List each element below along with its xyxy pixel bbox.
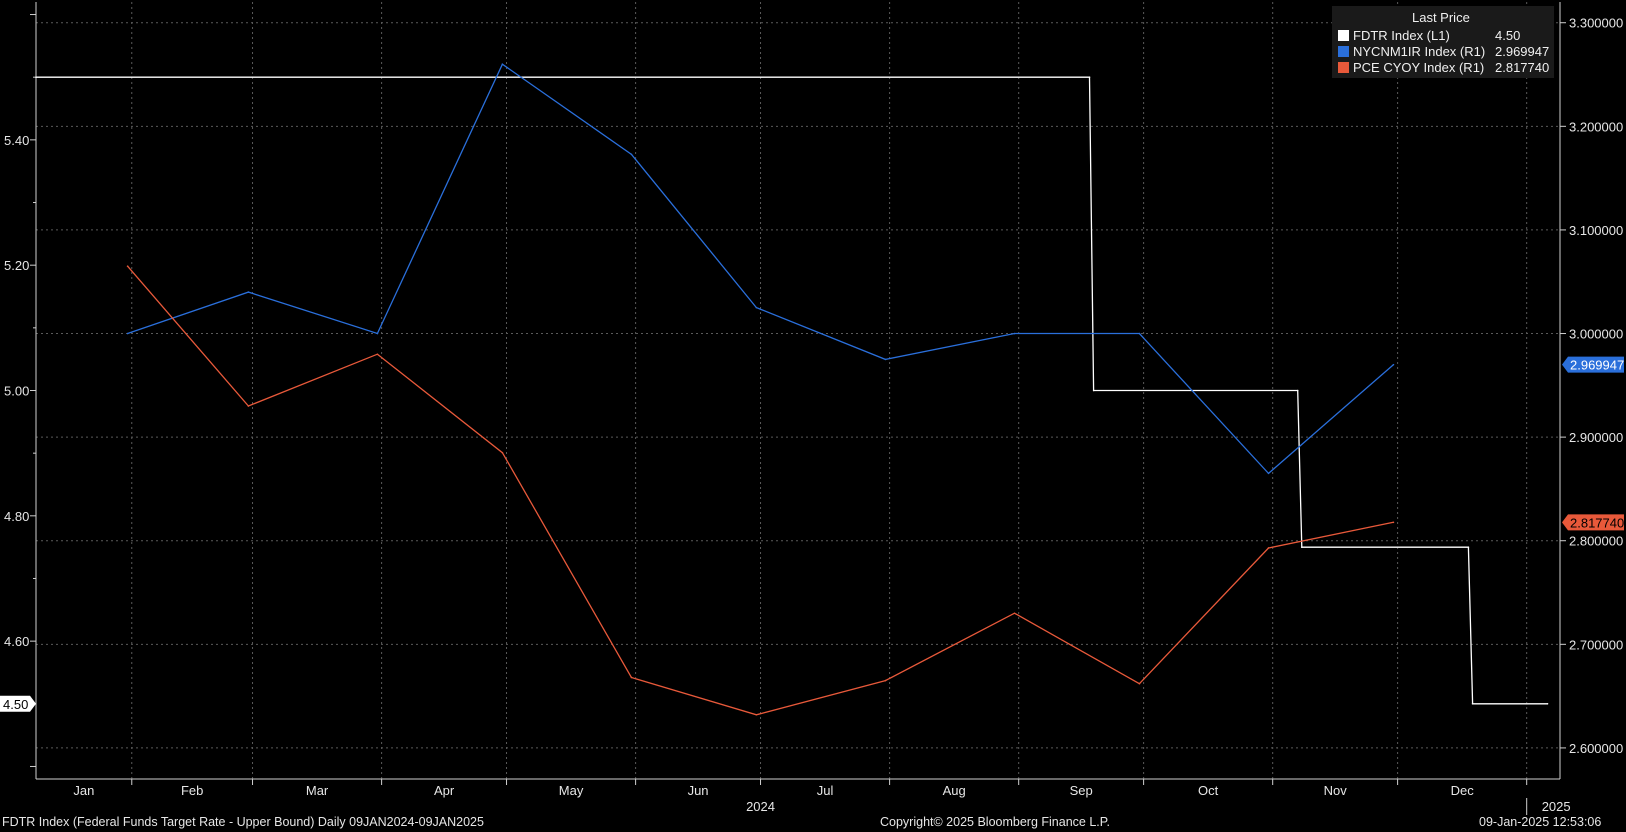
left-axis-tick-label: 4.80 (4, 509, 29, 524)
last-price-tag-fdtr-bg (0, 695, 36, 712)
year-label-2025: 2025 (1542, 799, 1571, 814)
data-point-pce (247, 405, 250, 407)
data-point-nycnm1ir (1138, 332, 1141, 335)
data-point-pce (376, 353, 379, 356)
data-point-fdtr (1296, 389, 1299, 392)
data-point-pce (755, 713, 758, 716)
year-label-2024: 2024 (746, 799, 775, 814)
month-label-mar: Mar (306, 783, 329, 798)
month-label-feb: Feb (181, 783, 203, 798)
month-label-apr: Apr (434, 783, 455, 798)
left-axis-tick-label: 5.00 (4, 384, 29, 399)
data-point-nycnm1ir (376, 332, 379, 335)
month-label-sep: Sep (1070, 783, 1093, 798)
last-price-tag-nycnm1ir: 2.969947 (1570, 358, 1624, 373)
month-label-jul: Jul (817, 783, 834, 798)
last-price-tag-pce: 2.817740 (1570, 515, 1624, 530)
legend-value-fdtr: 4.50 (1495, 28, 1521, 43)
data-point-pce (1392, 521, 1395, 524)
last-price-tag-pce-bg (1562, 514, 1624, 531)
data-point-fdtr (1092, 389, 1095, 392)
data-point-nycnm1ir (884, 358, 887, 361)
data-point-pce (501, 451, 504, 454)
series-line-fdtr (36, 76, 1548, 705)
month-label-jan: Jan (73, 783, 94, 798)
month-label-jun: Jun (688, 783, 709, 798)
data-point-nycnm1ir (755, 306, 758, 309)
right-axis-tick-label: 2.600000 (1569, 741, 1623, 756)
legend-name-fdtr: FDTR Index (L1) (1353, 28, 1450, 43)
legend: Last Price FDTR Index (L1) 4.50 NYCNM1IR … (1332, 6, 1554, 78)
data-point-nycnm1ir (247, 291, 250, 293)
right-axis-tick-label: 3.300000 (1569, 16, 1623, 31)
legend-header: Last Price (1412, 10, 1470, 25)
data-point-pce (126, 265, 129, 267)
data-point-fdtr (1301, 546, 1303, 548)
month-label-dec: Dec (1451, 783, 1475, 798)
legend-swatch-pce (1338, 62, 1349, 73)
right-axis-tick-label: 2.700000 (1569, 637, 1623, 652)
right-axis-tick-label: 3.000000 (1569, 327, 1623, 342)
right-axis-tick-label: 3.100000 (1569, 223, 1623, 238)
data-point-fdtr (1088, 76, 1091, 78)
data-point-pce (630, 676, 633, 679)
data-point-nycnm1ir (501, 63, 504, 65)
data-point-pce (1013, 612, 1016, 615)
footer-copyright: Copyright© 2025 Bloomberg Finance L.P. (880, 815, 1110, 829)
month-label-nov: Nov (1324, 783, 1348, 798)
legend-value-nycnm1ir: 2.969947 (1495, 44, 1550, 59)
last-price-tag-fdtr: 4.50 (3, 697, 28, 712)
right-axis-tick-label: 2.900000 (1569, 430, 1623, 445)
legend-name-nycnm1ir: NYCNM1IR Index (R1) (1353, 44, 1486, 59)
data-point-fdtr (1546, 703, 1549, 705)
gridlines (36, 2, 1560, 779)
month-label-aug: Aug (943, 783, 966, 798)
legend-swatch-nycnm1ir (1338, 46, 1349, 57)
left-axis-tick-label: 5.40 (4, 133, 29, 148)
data-point-fdtr (1467, 546, 1470, 548)
right-axis-tick-label: 2.800000 (1569, 534, 1623, 549)
footer-description: FDTR Index (Federal Funds Target Rate - … (2, 815, 484, 829)
left-axis-tick-label: 4.60 (4, 634, 29, 649)
data-point-nycnm1ir (1392, 363, 1395, 366)
legend-entry-pce[interactable]: PCE CYOY Index (R1) 2.817740 (1338, 60, 1549, 76)
axes (30, 2, 1566, 815)
legend-name-pce: PCE CYOY Index (R1) (1353, 60, 1485, 75)
last-price-tag-nycnm1ir-bg (1562, 356, 1624, 373)
month-label-may: May (559, 783, 584, 798)
data-point-pce (1138, 682, 1141, 685)
left-axis-tick-label: 5.20 (4, 258, 29, 273)
legend-entry-fdtr[interactable]: FDTR Index (L1) 4.50 (1338, 28, 1520, 44)
data-point-fdtr (1471, 703, 1474, 705)
axis-labels: 2.600000 2.700000 2.800000 2.900000 3.000000… (0, 16, 1624, 814)
month-label-oct: Oct (1198, 783, 1219, 798)
legend-swatch-fdtr (1338, 30, 1349, 41)
legend-value-pce: 2.817740 (1495, 60, 1550, 75)
footer-timestamp: 09-Jan-2025 12:53:06 (1479, 815, 1602, 829)
series-lines (35, 63, 1549, 716)
data-point-nycnm1ir (126, 332, 129, 335)
right-axis-tick-label: 3.200000 (1569, 119, 1623, 134)
data-point-fdtr (35, 76, 37, 78)
data-point-nycnm1ir (1267, 472, 1270, 475)
legend-entry-nycnm1ir[interactable]: NYCNM1IR Index (R1) 2.969947 (1338, 44, 1549, 60)
data-point-pce (1267, 547, 1270, 549)
data-point-nycnm1ir (630, 153, 633, 156)
data-point-nycnm1ir (1013, 332, 1016, 335)
data-point-pce (884, 679, 887, 682)
